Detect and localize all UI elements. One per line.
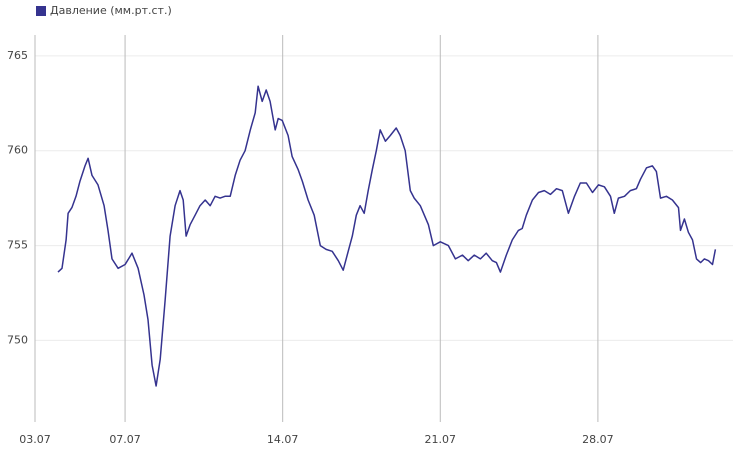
legend-swatch [36, 6, 46, 16]
x-tick-label: 28.07 [582, 433, 614, 446]
y-tick-label: 760 [7, 144, 28, 157]
y-tick-label: 755 [7, 239, 28, 252]
x-tick-label: 21.07 [425, 433, 457, 446]
y-tick-label: 750 [7, 333, 28, 346]
x-tick-label: 07.07 [109, 433, 141, 446]
x-tick-label: 14.07 [267, 433, 299, 446]
series-line [57, 85, 717, 387]
legend-label: Давление (мм.рт.ст.) [50, 4, 172, 17]
y-tick-label: 765 [7, 49, 28, 62]
x-tick-label: 03.07 [19, 433, 51, 446]
